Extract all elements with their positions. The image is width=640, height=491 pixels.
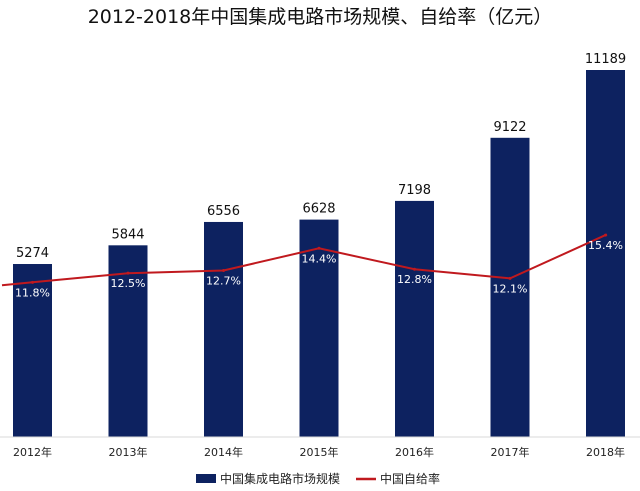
line-point xyxy=(508,276,512,280)
bar-value-labels: 5274 5844 6556 6628 7198 9122 11189 xyxy=(16,52,626,261)
line-value-label: 11.8% xyxy=(15,286,50,299)
line-point xyxy=(317,246,321,250)
bar-2012年 xyxy=(13,264,52,437)
x-tick-label: 2013年 xyxy=(109,445,148,459)
x-tick-label: 2014年 xyxy=(204,445,243,459)
x-tick-label: 2012年 xyxy=(13,445,52,459)
line-point xyxy=(604,233,607,237)
bar-value-label: 5274 xyxy=(16,246,49,261)
bar-value-label: 5844 xyxy=(111,227,144,242)
line-point xyxy=(413,267,416,271)
line-value-labels: 11.8% 12.5% 12.7% 14.4% 12.8% 12.1% 15.4% xyxy=(15,239,623,299)
x-tick-label: 2015年 xyxy=(300,445,339,459)
bar-2014年 xyxy=(204,221,243,437)
legend-bar-label: 中国集成电路市场规模 xyxy=(220,471,340,486)
bar-value-label: 6556 xyxy=(207,204,240,219)
bar-value-label: 9122 xyxy=(493,120,526,135)
bar-value-label: 7198 xyxy=(398,183,431,198)
bars-group xyxy=(13,70,625,438)
bar-value-label: 11189 xyxy=(585,52,626,67)
line-value-label: 15.4% xyxy=(588,239,623,252)
chart-title: 2012-2018年中国集成电路市场规模、自给率（亿元） xyxy=(87,6,553,28)
line-point xyxy=(31,280,34,284)
legend-bar-swatch xyxy=(196,474,216,483)
bar-2018年 xyxy=(586,70,625,437)
x-tick-label: 2017年 xyxy=(491,445,530,459)
line-value-label: 14.4% xyxy=(302,252,337,265)
line-value-label: 12.8% xyxy=(397,273,432,286)
bar-2016年 xyxy=(395,200,434,437)
line-value-label: 12.7% xyxy=(206,275,241,288)
bar-2013年 xyxy=(108,245,148,437)
bar-value-label: 6628 xyxy=(302,202,335,217)
line-value-label: 12.5% xyxy=(111,277,146,290)
x-tick-labels: 2012年 2013年 2014年 2015年 2016年 2017年 2018年 xyxy=(13,445,625,459)
bar-2017年 xyxy=(490,137,530,438)
line-value-label: 12.1% xyxy=(493,282,528,295)
x-tick-label: 2018年 xyxy=(586,445,625,459)
bar-2015年 xyxy=(299,219,339,437)
line-point xyxy=(126,271,130,275)
legend: 中国集成电路市场规模 中国自给率 xyxy=(196,471,440,486)
line-point xyxy=(222,269,225,273)
x-tick-label: 2016年 xyxy=(395,445,434,459)
legend-line-label: 中国自给率 xyxy=(380,471,440,486)
line-points xyxy=(31,233,607,284)
